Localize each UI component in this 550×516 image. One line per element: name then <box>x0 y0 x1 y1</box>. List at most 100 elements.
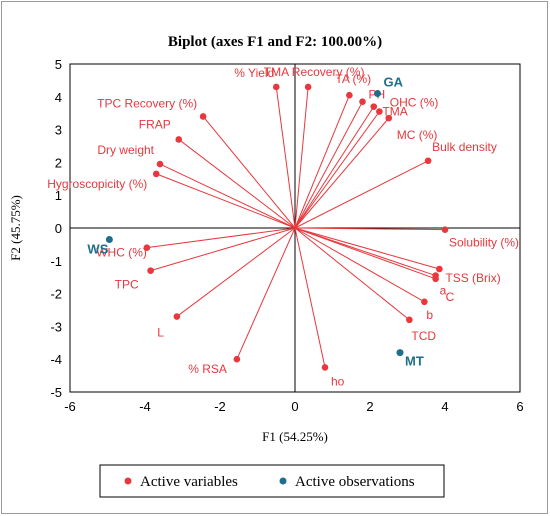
vector-a <box>294 227 436 277</box>
point-tpc-recovery <box>199 113 207 120</box>
x-tick-labels: -6 -4 -2 0 2 4 6 <box>64 399 523 414</box>
point-tpc <box>147 267 154 274</box>
point-ho <box>321 364 329 371</box>
label-ohc: OHC (%) <box>390 96 439 110</box>
vector-bulk-density <box>294 160 429 229</box>
label-tss-brix: TSS (Brix) <box>445 271 500 285</box>
point-ta <box>346 91 353 99</box>
observation-label-mt: MT <box>405 354 424 369</box>
legend-variables-marker <box>124 477 132 485</box>
observation-ga <box>374 90 381 98</box>
x-axis-label: F1 (54.25%) <box>262 429 328 444</box>
vector-ph <box>294 101 363 229</box>
x-tick-label: 6 <box>516 399 523 414</box>
vector-yield <box>275 86 296 229</box>
y-tick-label: 1 <box>55 188 62 203</box>
y-tick-labels: -5 -4 -3 -2 -1 0 1 2 3 4 5 <box>50 57 62 400</box>
label-a: a <box>440 284 447 298</box>
observation-mt <box>396 349 404 357</box>
vector-frap <box>178 139 296 229</box>
chart-title: Biplot (axes F1 and F2: 100.00%) <box>168 34 382 50</box>
observation-points: GA WS MT <box>87 75 423 369</box>
label-solubility: Solubility (%) <box>449 236 519 250</box>
y-tick-label: 3 <box>55 123 62 138</box>
vector-b <box>294 227 425 303</box>
y-tick-label: -1 <box>50 254 62 269</box>
point-dry-weight <box>156 160 164 168</box>
label-tpc: TPC <box>115 278 139 292</box>
label-mc: MC (%) <box>397 128 438 142</box>
label-tcd: TCD <box>411 329 436 343</box>
y-tick-label: 0 <box>55 221 62 236</box>
point-ohc <box>370 103 378 110</box>
y-axis-label: F2 (45.75%) <box>8 195 23 261</box>
point-yield <box>272 83 280 91</box>
y-tick-label: -2 <box>50 287 62 302</box>
point-tma-recovery <box>304 83 312 91</box>
label-dry-weight: Dry weight <box>97 143 154 157</box>
vector-solubility <box>294 227 446 231</box>
label-b: b <box>426 308 433 322</box>
y-tick-label: 4 <box>55 90 62 105</box>
vector-ta <box>294 94 350 229</box>
point-solubility <box>441 226 449 233</box>
vector-l <box>176 227 296 317</box>
vector-tpc-recovery <box>202 116 296 229</box>
vector-tma-recovery <box>294 86 309 229</box>
observation-ws <box>105 235 113 243</box>
label-hygroscopicity: Hygroscopicity (%) <box>47 177 147 191</box>
label-rsa: % RSA <box>188 362 227 376</box>
point-l <box>173 313 181 320</box>
label-l: L <box>157 326 164 340</box>
y-tick-label: 5 <box>55 57 62 72</box>
y-tick-label: -3 <box>50 319 62 334</box>
x-tick-label: 4 <box>441 399 448 414</box>
label-whc: WHC (%) <box>96 246 147 260</box>
point-c <box>432 275 439 283</box>
label-ho: ho <box>331 374 345 388</box>
x-tick-label: 0 <box>291 399 298 414</box>
vector-tma <box>294 111 380 229</box>
vector-tcd <box>294 227 410 321</box>
point-mc <box>385 114 393 122</box>
label-tpc-recovery: TPC Recovery (%) <box>97 96 197 110</box>
vector-whc <box>146 227 296 249</box>
point-tma <box>376 108 383 115</box>
label-c: C <box>446 290 455 304</box>
point-tss-brix <box>436 265 443 273</box>
vector-ohc <box>294 106 375 229</box>
legend-variables-label: Active variables <box>140 474 238 490</box>
y-tick-label: 2 <box>55 155 62 170</box>
vector-hygroscopicity <box>156 173 296 229</box>
x-tick-label: -2 <box>214 399 226 414</box>
vector-dry-weight <box>159 163 296 229</box>
vector-mc <box>294 117 390 229</box>
vector-tss-brix <box>294 227 440 270</box>
vector-rsa <box>236 227 296 360</box>
legend-observations-label: Active observations <box>295 474 415 490</box>
legend-observations-marker <box>279 477 287 485</box>
label-tma-recovery: TMA Recovery (%) <box>264 65 365 79</box>
point-ph <box>359 98 366 106</box>
label-bulk-density: Bulk density <box>432 140 497 154</box>
y-tick-label: -4 <box>50 352 62 367</box>
point-hygroscopicity <box>152 170 160 178</box>
y-tick-label: -5 <box>50 385 62 400</box>
vector-ho <box>294 227 326 368</box>
point-whc <box>143 244 151 251</box>
label-ta: TA (%) <box>335 72 371 86</box>
label-yield: % Yield <box>234 66 274 80</box>
observation-label-ga: GA <box>384 75 404 90</box>
x-tick-label: 2 <box>366 399 373 414</box>
point-rsa <box>233 355 241 363</box>
point-bulk-density <box>424 157 432 165</box>
x-tick-label: -6 <box>64 399 76 414</box>
label-frap: FRAP <box>139 117 171 131</box>
observation-label-ws: WS <box>87 241 108 256</box>
x-tick-label: -4 <box>139 399 151 414</box>
legend-box <box>99 464 445 498</box>
point-b <box>421 298 428 306</box>
